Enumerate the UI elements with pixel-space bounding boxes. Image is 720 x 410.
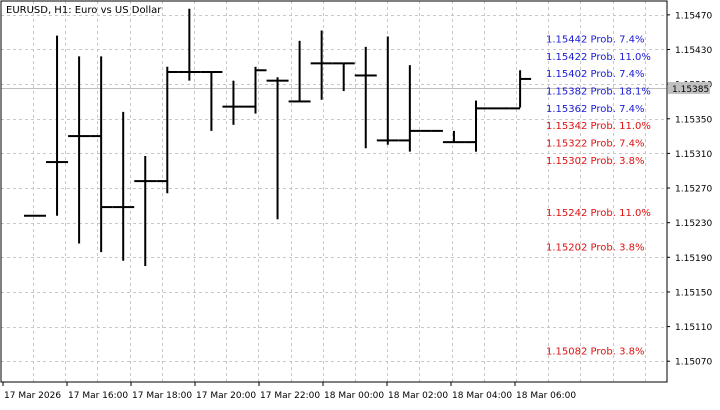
x-tick-label: 18 Mar 00:00 <box>324 391 384 401</box>
ohlc-bar <box>200 71 223 131</box>
y-tick-label: 1.15270 <box>675 185 712 195</box>
ohlc-bar <box>288 40 311 103</box>
grid <box>1 1 667 382</box>
chart-title: EURUSD, H1: Euro vs US Dollar <box>6 5 162 16</box>
probability-label: 1.15342 Prob. 11.0% <box>546 121 651 132</box>
y-tick-label: 1.15470 <box>675 11 712 21</box>
y-tick-label: 1.15230 <box>675 219 712 229</box>
ohlc-bar <box>156 66 179 194</box>
y-tick-label: 1.15150 <box>675 288 712 298</box>
ohlc-bar <box>465 100 487 152</box>
ohlc-bar <box>90 56 113 253</box>
probability-label: 1.15242 Prob. 11.0% <box>546 208 651 219</box>
x-tick-label: 17 Mar 20:00 <box>196 391 256 401</box>
x-tick-label: 18 Mar 02:00 <box>388 391 448 401</box>
ohlc-bar <box>310 30 333 100</box>
ohlc-bar <box>354 46 377 149</box>
ohlc-bar <box>46 35 69 216</box>
ohlc-bar <box>398 65 421 152</box>
current-price-value: 1.15385 <box>672 85 709 95</box>
x-tick-label: 18 Mar 04:00 <box>452 391 512 401</box>
ohlc-bar <box>332 62 355 92</box>
ohlc-bar <box>112 111 135 261</box>
ohlc-bar <box>68 56 91 244</box>
probability-label: 1.15442 Prob. 7.4% <box>546 35 645 46</box>
probability-label: 1.15322 Prob. 7.4% <box>546 139 645 150</box>
probability-label: 1.15202 Prob. 3.8% <box>546 242 645 253</box>
ohlc-bar <box>244 66 267 114</box>
x-tick-label: 17 Mar 22:00 <box>260 391 320 401</box>
ohlc-bar <box>442 130 465 144</box>
y-tick-label: 1.15190 <box>675 254 712 264</box>
ohlc-bar <box>266 77 289 220</box>
probability-label: 1.15422 Prob. 11.0% <box>546 52 651 63</box>
ohlc-bar <box>222 80 245 125</box>
probability-labels: 1.15442 Prob. 7.4% 1.15422 Prob. 11.0% 1.1… <box>546 35 651 358</box>
y-tick-label: 1.15350 <box>675 115 712 125</box>
x-tick-label: 17 Mar 18:00 <box>132 391 192 401</box>
x-tick-label: 18 Mar 06:00 <box>516 391 576 401</box>
ohlc-bar <box>178 8 201 81</box>
probability-label: 1.15382 Prob. 18.1% <box>546 87 651 98</box>
ohlc-bars <box>24 8 532 266</box>
y-tick-label: 1.15430 <box>675 46 712 56</box>
current-price-tag: 1.15385 <box>668 82 710 95</box>
y-tick-label: 1.15070 <box>675 358 712 368</box>
probability-label: 1.15302 Prob. 3.8% <box>546 156 645 167</box>
probability-label: 1.15402 Prob. 7.4% <box>546 69 645 80</box>
y-tick-label: 1.15110 <box>675 323 712 333</box>
probability-label: 1.15082 Prob. 3.8% <box>546 346 645 357</box>
current-price-tag-bg <box>668 82 710 94</box>
x-tick-label: 17 Mar 16:00 <box>68 391 128 401</box>
probability-label: 1.15362 Prob. 7.4% <box>546 104 645 115</box>
y-tick-label: 1.15310 <box>675 150 712 160</box>
x-tick-label: 17 Mar 2026 <box>4 391 61 401</box>
ohlc-bar <box>376 36 399 145</box>
ohlc-bar <box>134 155 157 266</box>
time-axis[interactable]: 17 Mar 2026 17 Mar 16:00 17 Mar 18:00 17 Ma… <box>2 382 576 401</box>
ohlc-bar <box>509 70 532 110</box>
plot-frame <box>0 0 668 383</box>
